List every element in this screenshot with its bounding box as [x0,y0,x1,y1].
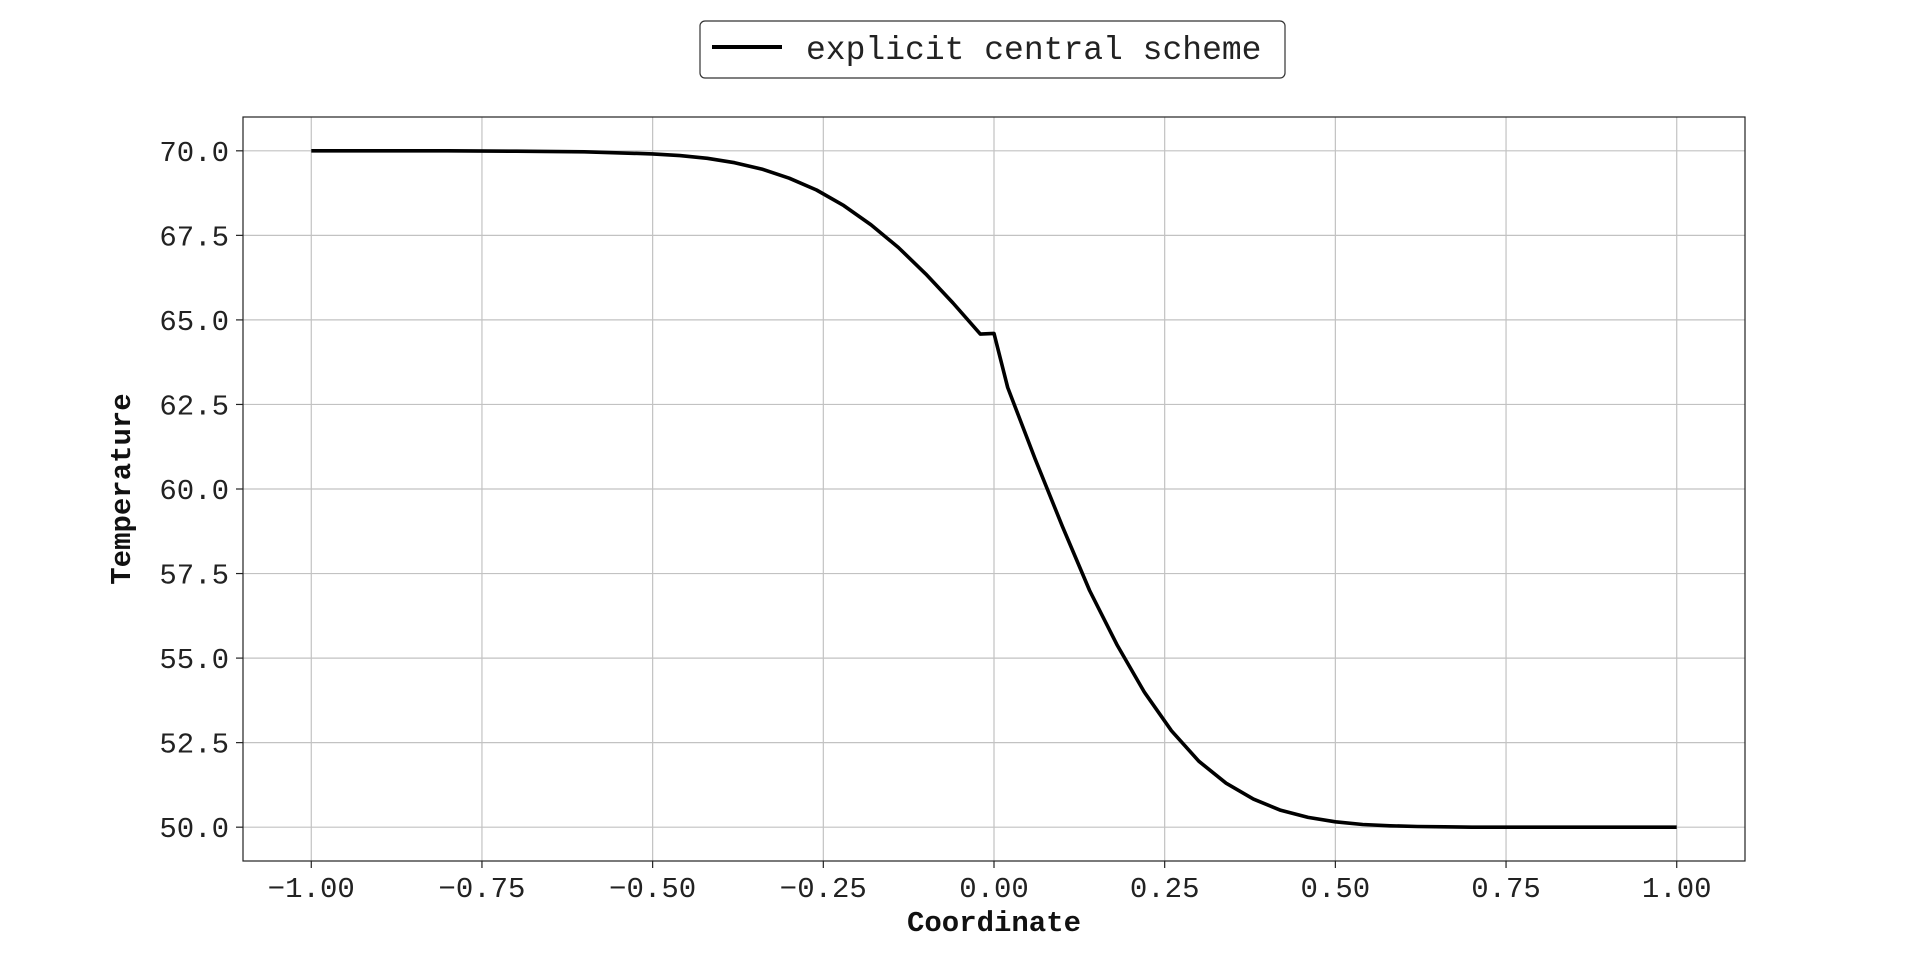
y-tick-label: 62.5 [159,390,229,423]
y-tick-label: 65.0 [159,306,229,339]
x-tick-label: −0.25 [780,873,867,906]
x-tick-label: 0.00 [959,873,1029,906]
axis-ticks: −1.00 −0.75 −0.50 −0.25 0.00 0.25 0.50 0.75 1.00… [159,137,1711,906]
series-layer [311,149,1677,830]
series-line-explicit-central-scheme [311,149,1677,830]
y-tick-label: 55.0 [159,644,229,677]
y-axis-title: Temperature [106,393,139,584]
x-tick-label: 0.25 [1130,873,1200,906]
y-tick-label: 50.0 [159,813,229,846]
legend-box [699,20,1286,79]
x-tick-label: −0.75 [438,873,525,906]
x-tick-label: 0.75 [1471,873,1541,906]
legend-label: explicit central scheme [806,32,1261,69]
y-tick-label: 57.5 [159,560,229,593]
y-tick-label: 70.0 [159,137,229,170]
grid [243,117,1745,861]
y-tick-label: 60.0 [159,475,229,508]
x-tick-label: −0.50 [609,873,696,906]
legend: explicit central scheme [699,20,1286,79]
x-axis-title: Coordinate [907,907,1081,940]
x-tick-label: −1.00 [268,873,355,906]
y-tick-label: 67.5 [159,221,229,254]
x-tick-label: 0.50 [1301,873,1371,906]
x-tick-label: 1.00 [1642,873,1712,906]
y-tick-label: 52.5 [159,729,229,762]
